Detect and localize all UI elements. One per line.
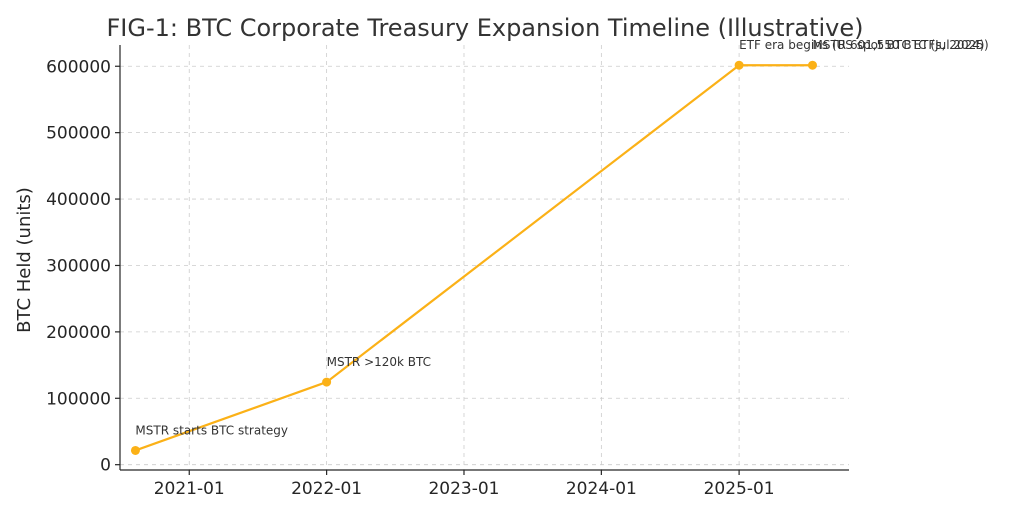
x-tick-label: 2023-01 <box>428 479 499 499</box>
y-tick-label: 200000 <box>46 323 111 343</box>
data-annotation: ETF era begins (US spot BTC ETFs, 2024) <box>739 38 984 52</box>
y-tick-label: 500000 <box>46 124 111 144</box>
data-annotation: MSTR 601,550 BTC (Jul 2025) <box>812 38 988 52</box>
chart-title: FIG-1: BTC Corporate Treasury Expansion … <box>107 14 864 42</box>
series-layer <box>130 60 817 455</box>
x-tick-label: 2025-01 <box>704 479 775 499</box>
annotation-layer: MSTR starts BTC strategy MSTR >120k BTC ET… <box>135 38 988 437</box>
y-tick-label: 100000 <box>46 389 111 409</box>
grid-layer <box>120 45 849 470</box>
data-annotation: MSTR >120k BTC <box>327 355 431 369</box>
data-point <box>734 60 744 70</box>
y-axis-label: BTC Held (units) <box>14 187 35 333</box>
data-point <box>322 377 332 387</box>
y-tick-label: 0 <box>100 456 111 476</box>
x-tick-label: 2021-01 <box>154 479 225 499</box>
series-line <box>135 64 813 452</box>
y-tick-label: 300000 <box>46 256 111 276</box>
y-tick-label: 600000 <box>46 57 111 77</box>
data-point <box>130 445 140 455</box>
y-tick-label: 400000 <box>46 190 111 210</box>
data-point <box>807 60 817 70</box>
x-tick-label: 2024-01 <box>566 479 637 499</box>
axes-layer: 2021-01 2022-01 2023-01 2024-01 2025-01 0 1000… <box>46 45 849 499</box>
x-tick-label: 2022-01 <box>291 479 362 499</box>
data-annotation: MSTR starts BTC strategy <box>135 423 288 437</box>
